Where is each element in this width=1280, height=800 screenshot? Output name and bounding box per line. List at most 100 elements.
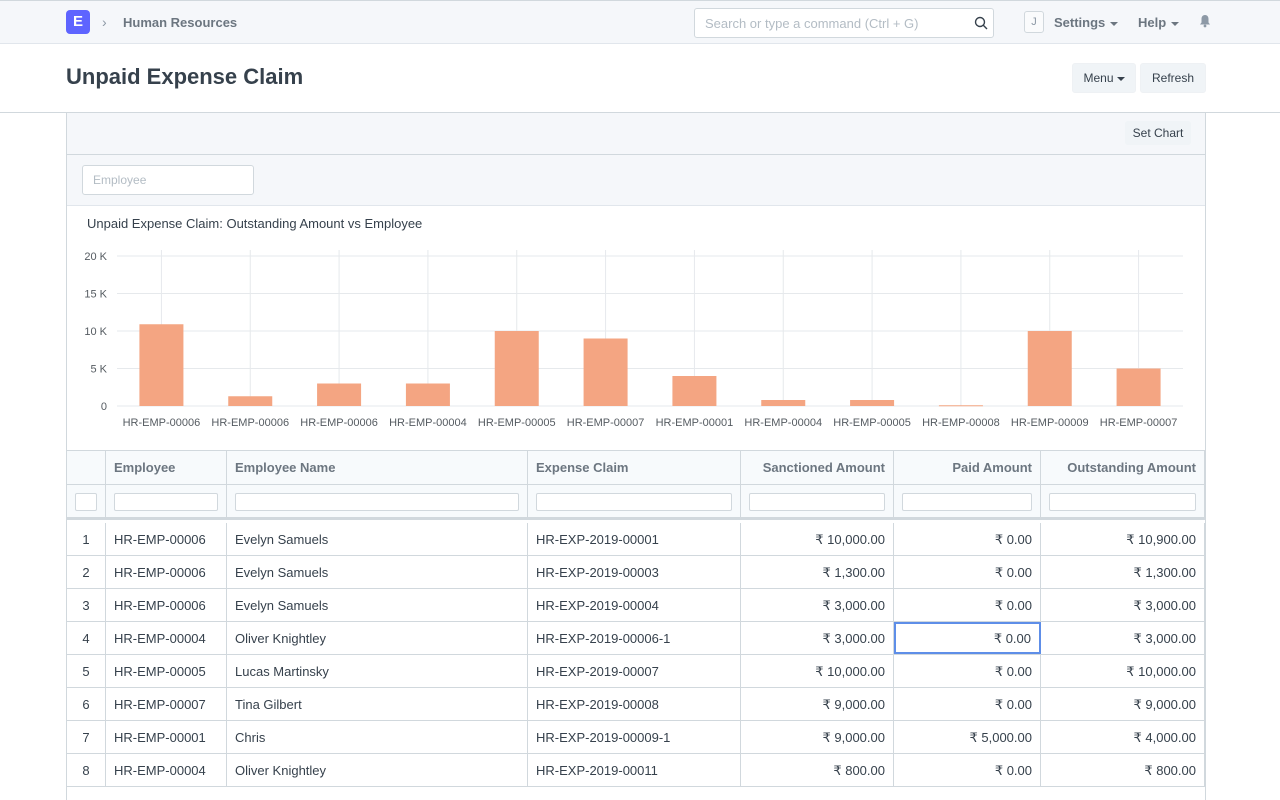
breadcrumb-human-resources[interactable]: Human Resources (123, 15, 238, 30)
cell-row-index[interactable]: 7 (67, 721, 106, 753)
cell-outstanding-amount[interactable]: ₹ 1,300.00 (1041, 556, 1205, 588)
cell-outstanding-amount[interactable]: ₹ 10,000.00 (1041, 655, 1205, 687)
column-header-outstanding-amount[interactable]: Outstanding Amount (1041, 451, 1205, 484)
column-filter-input-row-index[interactable] (75, 493, 97, 511)
chart-bar[interactable] (672, 376, 717, 406)
cell-paid-amount[interactable]: ₹ 0.00 (894, 523, 1041, 555)
cell-row-index[interactable]: 3 (67, 589, 106, 621)
cell-paid-amount[interactable]: ₹ 0.00 (894, 754, 1041, 786)
column-header-employee-name[interactable]: Employee Name (227, 451, 528, 484)
set-chart-button[interactable]: Set Chart (1125, 121, 1191, 145)
cell-expense-claim[interactable]: HR-EXP-2019-00004 (528, 589, 741, 621)
chart-bar[interactable] (1116, 368, 1161, 407)
cell-expense-claim[interactable]: HR-EXP-2019-00011 (528, 754, 741, 786)
cell-row-index[interactable]: 5 (67, 655, 106, 687)
settings-dropdown[interactable]: Settings (1054, 15, 1119, 30)
cell-employee[interactable]: HR-EMP-00005 (106, 655, 227, 687)
cell-sanctioned-amount[interactable]: ₹ 3,000.00 (741, 589, 894, 621)
cell-employee[interactable]: HR-EMP-00001 (106, 721, 227, 753)
cell-paid-amount[interactable]: ₹ 0.00 (894, 655, 1041, 687)
column-filter-input-outstanding-amount[interactable] (1049, 493, 1196, 511)
chart-bar[interactable] (494, 331, 539, 406)
search-icon[interactable] (974, 16, 988, 30)
chart-bar[interactable] (761, 400, 806, 406)
cell-sanctioned-amount[interactable]: ₹ 3,000.00 (741, 622, 894, 654)
chart-bar[interactable] (405, 383, 450, 407)
cell-employee[interactable]: HR-EMP-00004 (106, 754, 227, 786)
cell-row-index[interactable]: 8 (67, 754, 106, 786)
cell-employee[interactable]: HR-EMP-00006 (106, 523, 227, 555)
cell-employee-name[interactable]: Oliver Knightley (227, 754, 528, 786)
column-filter-input-employee-name[interactable] (235, 493, 519, 511)
cell-outstanding-amount[interactable]: ₹ 3,000.00 (1041, 622, 1205, 654)
cell-expense-claim[interactable]: HR-EXP-2019-00006-1 (528, 622, 741, 654)
cell-row-index[interactable]: 2 (67, 556, 106, 588)
table-row[interactable]: 1 HR-EMP-00006 Evelyn Samuels HR-EXP-2019-0… (67, 523, 1205, 556)
cell-paid-amount[interactable]: ₹ 5,000.00 (894, 721, 1041, 753)
cell-employee-name[interactable]: Tina Gilbert (227, 688, 528, 720)
column-header-sanctioned-amount[interactable]: Sanctioned Amount (741, 451, 894, 484)
app-logo[interactable]: E (66, 10, 90, 34)
cell-outstanding-amount[interactable]: ₹ 4,000.00 (1041, 721, 1205, 753)
cell-row-index[interactable]: 1 (67, 523, 106, 555)
bell-icon[interactable] (1199, 14, 1211, 28)
cell-sanctioned-amount[interactable]: ₹ 10,000.00 (741, 655, 894, 687)
chart-bar[interactable] (228, 396, 273, 406)
cell-employee-name[interactable]: Evelyn Samuels (227, 523, 528, 555)
cell-employee-name[interactable]: Chris (227, 721, 528, 753)
chart-bar[interactable] (583, 338, 628, 407)
cell-sanctioned-amount[interactable]: ₹ 1,300.00 (741, 556, 894, 588)
table-row[interactable]: 3 HR-EMP-00006 Evelyn Samuels HR-EXP-2019-0… (67, 589, 1205, 622)
cell-expense-claim[interactable]: HR-EXP-2019-00008 (528, 688, 741, 720)
cell-sanctioned-amount[interactable]: ₹ 10,000.00 (741, 523, 894, 555)
chart-bar[interactable] (938, 405, 983, 407)
column-header-paid-amount[interactable]: Paid Amount (894, 451, 1041, 484)
cell-paid-amount[interactable]: ₹ 0.00 (894, 688, 1041, 720)
cell-employee-name[interactable]: Evelyn Samuels (227, 589, 528, 621)
cell-paid-amount[interactable]: ₹ 0.00 (894, 556, 1041, 588)
column-filter-input-paid-amount[interactable] (902, 493, 1032, 511)
cell-sanctioned-amount[interactable]: ₹ 9,000.00 (741, 721, 894, 753)
column-header-employee[interactable]: Employee (106, 451, 227, 484)
cell-paid-amount[interactable]: ₹ 0.00 (894, 589, 1041, 621)
cell-expense-claim[interactable]: HR-EXP-2019-00009-1 (528, 721, 741, 753)
search-input[interactable] (694, 8, 994, 38)
cell-expense-claim[interactable]: HR-EXP-2019-00003 (528, 556, 741, 588)
cell-employee-name[interactable]: Oliver Knightley (227, 622, 528, 654)
table-row[interactable]: 6 HR-EMP-00007 Tina Gilbert HR-EXP-2019-000… (67, 688, 1205, 721)
table-row[interactable]: 5 HR-EMP-00005 Lucas Martinsky HR-EXP-2019-… (67, 655, 1205, 688)
cell-outstanding-amount[interactable]: ₹ 10,900.00 (1041, 523, 1205, 555)
table-row[interactable]: 2 HR-EMP-00006 Evelyn Samuels HR-EXP-2019-0… (67, 556, 1205, 589)
chart-bar[interactable] (850, 400, 895, 406)
chart-bar[interactable] (317, 383, 362, 407)
table-row[interactable]: 4 HR-EMP-00004 Oliver Knightley HR-EXP-2019… (67, 622, 1205, 655)
table-row[interactable]: 7 HR-EMP-00001 Chris HR-EXP-2019-00009-1 ₹ 9… (67, 721, 1205, 754)
avatar[interactable]: J (1024, 11, 1044, 33)
column-header-expense-claim[interactable]: Expense Claim (528, 451, 741, 484)
menu-button[interactable]: Menu (1072, 63, 1136, 93)
chart-bar[interactable] (139, 324, 184, 406)
cell-sanctioned-amount[interactable]: ₹ 9,000.00 (741, 688, 894, 720)
cell-outstanding-amount[interactable]: ₹ 800.00 (1041, 754, 1205, 786)
cell-employee[interactable]: HR-EMP-00007 (106, 688, 227, 720)
cell-employee[interactable]: HR-EMP-00004 (106, 622, 227, 654)
column-header-row-index[interactable] (67, 451, 106, 484)
cell-employee[interactable]: HR-EMP-00006 (106, 589, 227, 621)
help-dropdown[interactable]: Help (1138, 15, 1180, 30)
table-row[interactable]: 8 HR-EMP-00004 Oliver Knightley HR-EXP-2019… (67, 754, 1205, 787)
cell-row-index[interactable]: 4 (67, 622, 106, 654)
cell-employee-name[interactable]: Evelyn Samuels (227, 556, 528, 588)
cell-outstanding-amount[interactable]: ₹ 9,000.00 (1041, 688, 1205, 720)
cell-row-index[interactable]: 6 (67, 688, 106, 720)
cell-expense-claim[interactable]: HR-EXP-2019-00007 (528, 655, 741, 687)
cell-employee[interactable]: HR-EMP-00006 (106, 556, 227, 588)
cell-outstanding-amount[interactable]: ₹ 3,000.00 (1041, 589, 1205, 621)
refresh-button[interactable]: Refresh (1140, 63, 1206, 93)
column-filter-input-expense-claim[interactable] (536, 493, 732, 511)
column-filter-input-employee[interactable] (114, 493, 218, 511)
cell-expense-claim[interactable]: HR-EXP-2019-00001 (528, 523, 741, 555)
cell-sanctioned-amount[interactable]: ₹ 800.00 (741, 754, 894, 786)
chart-bar[interactable] (1027, 331, 1072, 406)
employee-filter-input[interactable] (82, 165, 254, 195)
cell-employee-name[interactable]: Lucas Martinsky (227, 655, 528, 687)
